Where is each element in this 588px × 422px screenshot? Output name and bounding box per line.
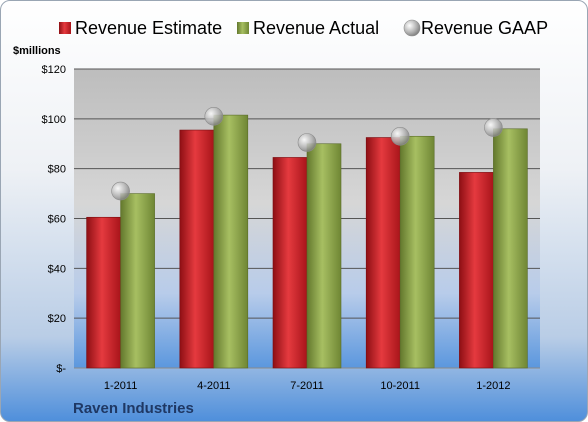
bar-revenue-estimate: [365, 137, 401, 369]
bar-revenue-estimate: [459, 172, 494, 369]
point-revenue-gaap: [204, 107, 224, 126]
point-revenue-gaap: [390, 126, 410, 146]
y-tick-label: $20: [48, 313, 66, 325]
bar-revenue-actual: [399, 135, 435, 369]
point-revenue-gaap: [111, 181, 130, 201]
bar-revenue-actual: [306, 143, 342, 369]
y-unit-label: $millions: [13, 45, 61, 57]
y-tick-label: $120: [42, 64, 66, 76]
bar-revenue-estimate: [86, 216, 121, 369]
bar-revenue-actual: [493, 128, 528, 369]
x-tick-label: 4-2011: [197, 380, 230, 392]
x-axis-ticks: 1-2011 4-2011 7-2011 10-2011 1-2012: [104, 380, 511, 392]
point-revenue-gaap: [297, 133, 317, 152]
bar-revenue-estimate: [179, 129, 215, 369]
y-tick-label: $60: [48, 214, 66, 226]
x-tick-label: 10-2011: [380, 380, 420, 392]
gaap-points: [111, 107, 503, 201]
legend-swatch-estimate: [59, 22, 71, 34]
y-tick-label: $80: [48, 164, 66, 176]
x-tick-label: 1-2011: [104, 380, 137, 392]
bar-revenue-estimate: [272, 157, 308, 369]
legend-label: Revenue Actual: [253, 18, 379, 38]
x-tick-label: 1-2012: [476, 380, 510, 392]
y-axis-ticks: $- $20 $40 $60 $80 $100 $120: [42, 64, 67, 375]
bar-revenue-actual: [120, 193, 155, 369]
legend-swatch-gaap: [403, 19, 421, 37]
bars: [86, 114, 528, 369]
legend: Revenue Estimate Revenue Actual Revenue GA…: [59, 18, 548, 38]
point-revenue-gaap: [484, 118, 503, 137]
y-tick-label: $-: [56, 363, 66, 375]
legend-label: Revenue Estimate: [75, 18, 222, 38]
legend-swatch-actual: [237, 22, 249, 34]
company-name: Raven Industries: [73, 400, 194, 417]
bar-revenue-actual: [213, 114, 249, 369]
x-tick-label: 7-2011: [290, 380, 323, 392]
legend-label: Revenue GAAP: [421, 18, 548, 38]
y-tick-label: $40: [48, 263, 66, 275]
y-tick-label: $100: [42, 114, 66, 126]
